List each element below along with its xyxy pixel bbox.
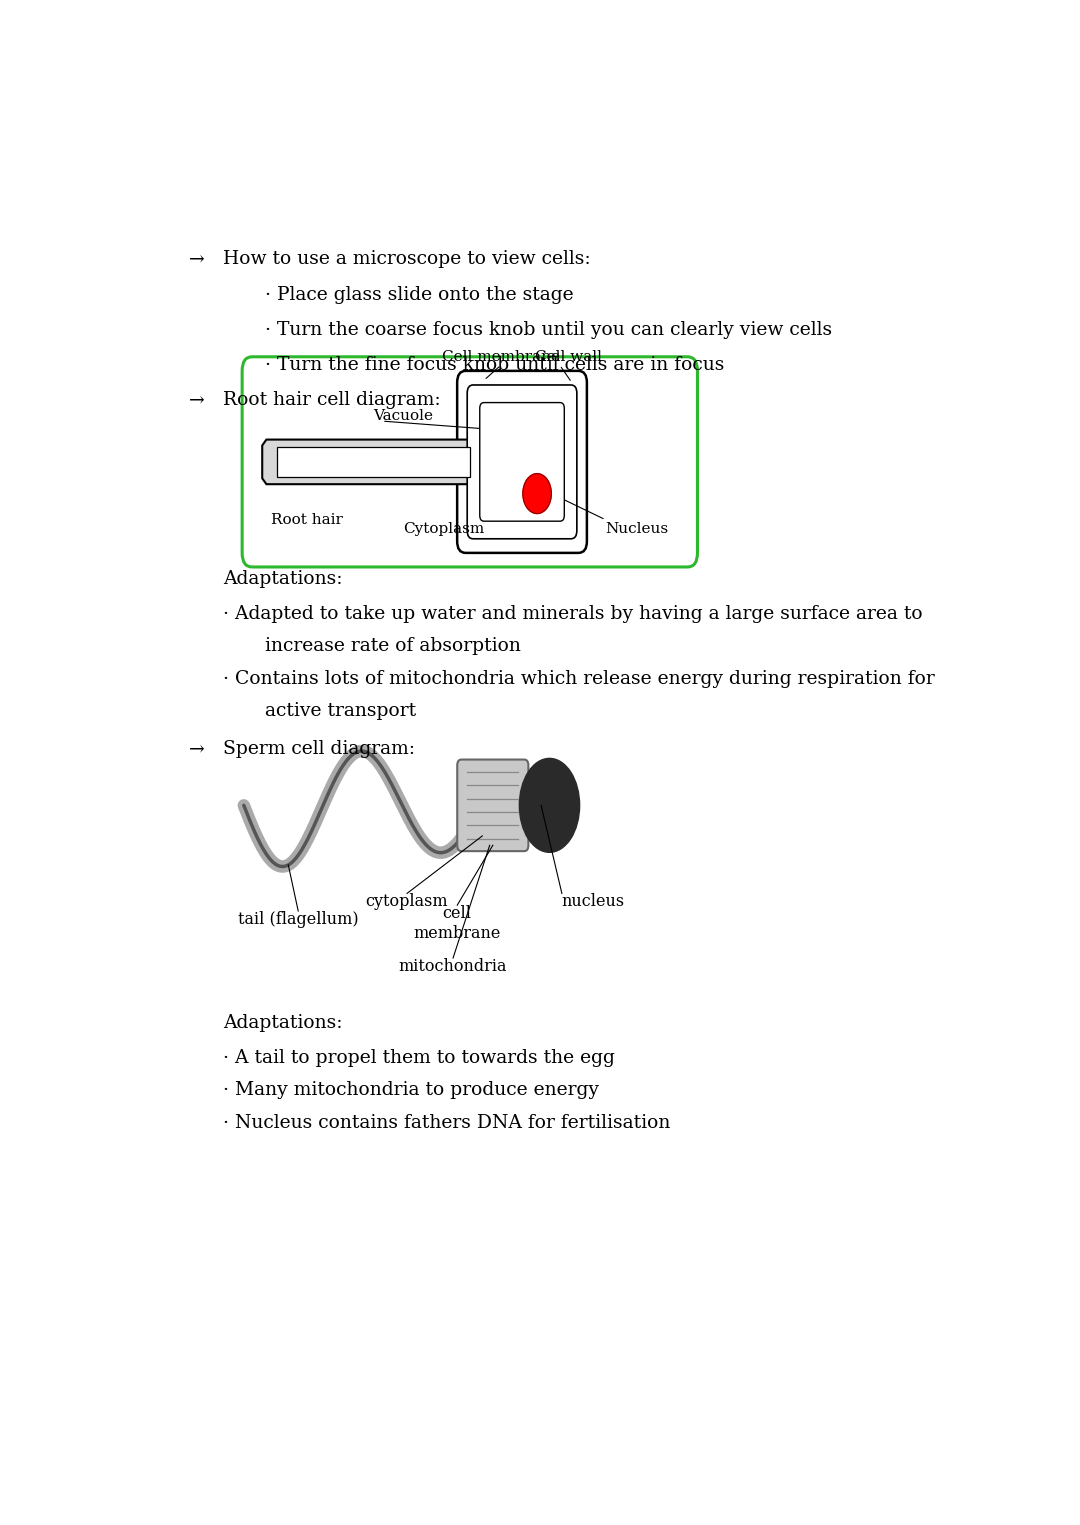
FancyBboxPatch shape bbox=[457, 759, 528, 851]
Text: Root hair cell diagram:: Root hair cell diagram: bbox=[222, 392, 441, 409]
FancyBboxPatch shape bbox=[457, 371, 586, 554]
Text: · Place glass slide onto the stage: · Place glass slide onto the stage bbox=[265, 285, 573, 303]
Text: →: → bbox=[189, 392, 205, 409]
Text: · Adapted to take up water and minerals by having a large surface area to: · Adapted to take up water and minerals … bbox=[222, 605, 922, 622]
FancyBboxPatch shape bbox=[480, 403, 564, 522]
Text: Adaptations:: Adaptations: bbox=[222, 570, 342, 587]
Text: Sperm cell diagram:: Sperm cell diagram: bbox=[222, 741, 415, 758]
Text: Cell membrane: Cell membrane bbox=[442, 349, 561, 364]
Text: · Turn the fine focus knob until cells are in focus: · Turn the fine focus knob until cells a… bbox=[265, 355, 724, 374]
Text: · Many mitochondria to produce energy: · Many mitochondria to produce energy bbox=[222, 1081, 599, 1100]
Text: Vacuole: Vacuole bbox=[374, 409, 433, 424]
Text: mitochondria: mitochondria bbox=[399, 958, 508, 974]
Text: · Nucleus contains fathers DNA for fertilisation: · Nucleus contains fathers DNA for ferti… bbox=[222, 1113, 671, 1132]
Circle shape bbox=[523, 474, 551, 514]
Text: →: → bbox=[189, 741, 205, 758]
FancyBboxPatch shape bbox=[468, 384, 577, 538]
Text: Adaptations:: Adaptations: bbox=[222, 1014, 342, 1031]
Text: Root hair: Root hair bbox=[271, 512, 342, 528]
Text: Cytoplasm: Cytoplasm bbox=[403, 522, 484, 537]
Text: · Turn the coarse focus knob until you can clearly view cells: · Turn the coarse focus knob until you c… bbox=[265, 320, 832, 339]
Text: · Contains lots of mitochondria which release energy during respiration for: · Contains lots of mitochondria which re… bbox=[222, 669, 934, 688]
Text: cytoplasm: cytoplasm bbox=[366, 894, 448, 910]
Text: Nucleus: Nucleus bbox=[606, 522, 669, 537]
Text: How to use a microscope to view cells:: How to use a microscope to view cells: bbox=[222, 250, 591, 268]
Text: cell
membrane: cell membrane bbox=[414, 906, 501, 942]
Text: · A tail to propel them to towards the egg: · A tail to propel them to towards the e… bbox=[222, 1049, 615, 1067]
Ellipse shape bbox=[519, 758, 580, 852]
Polygon shape bbox=[262, 439, 470, 485]
Text: active transport: active transport bbox=[265, 702, 416, 720]
FancyBboxPatch shape bbox=[242, 357, 698, 567]
Text: tail (flagellum): tail (flagellum) bbox=[238, 910, 359, 929]
Text: Cell wall: Cell wall bbox=[535, 349, 602, 364]
Polygon shape bbox=[278, 447, 470, 477]
Text: nucleus: nucleus bbox=[562, 894, 625, 910]
Text: →: → bbox=[189, 250, 205, 268]
Text: increase rate of absorption: increase rate of absorption bbox=[265, 637, 521, 656]
